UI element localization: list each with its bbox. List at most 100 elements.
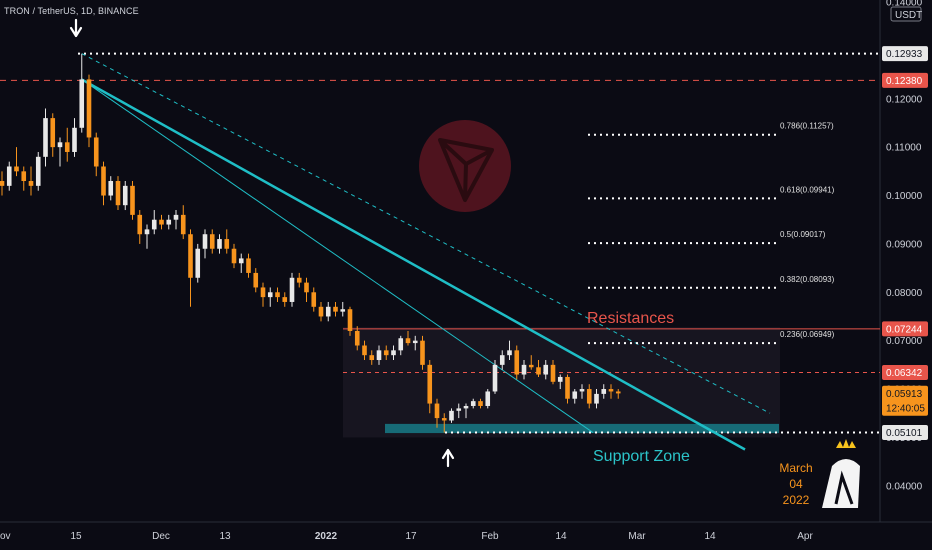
- candle: [115, 176, 121, 211]
- candle-body: [166, 219, 172, 225]
- candle-body: [391, 350, 396, 356]
- x-tick-label: 14: [555, 531, 567, 542]
- candle: [427, 360, 433, 414]
- candle: [507, 340, 512, 361]
- candle: [376, 345, 382, 365]
- candle-body: [275, 292, 280, 298]
- candle-body: [21, 171, 27, 182]
- candle: [492, 360, 498, 394]
- candle: [188, 229, 193, 307]
- candle: [572, 389, 578, 404]
- resistances-label: Resistances: [587, 310, 674, 327]
- candle-body: [615, 391, 621, 394]
- candle-body: [398, 338, 404, 351]
- date-note-date_line1: March: [779, 461, 812, 475]
- candle: [21, 166, 27, 191]
- candle: [289, 272, 295, 307]
- candle: [137, 210, 143, 244]
- candle: [0, 171, 5, 196]
- candle: [202, 229, 208, 259]
- candle: [441, 413, 447, 433]
- candle: [456, 403, 462, 419]
- candle: [586, 384, 592, 409]
- candle-body: [108, 181, 114, 196]
- fib-levels: 0.786(0.11257) 0.618(0.09941) 0.5(0.09017)…: [588, 122, 835, 345]
- candle-body: [485, 391, 491, 406]
- candle-body: [478, 401, 483, 406]
- candle: [195, 243, 201, 283]
- candle-body: [231, 248, 237, 264]
- candle: [6, 161, 12, 191]
- candle-body: [86, 79, 92, 138]
- candle-body: [420, 340, 425, 365]
- candle-body: [376, 350, 382, 361]
- support-zone-rect: [385, 423, 779, 434]
- candle-body: [159, 219, 164, 225]
- candle: [159, 214, 164, 230]
- candle-body: [93, 137, 99, 167]
- candle: [318, 301, 324, 322]
- price-label-resistance: 0.12380: [882, 72, 928, 88]
- down-arrow-icon: [69, 18, 83, 38]
- candle: [101, 161, 106, 206]
- candle-body: [238, 258, 244, 264]
- candle: [180, 205, 186, 240]
- x-tick-label: 15: [70, 531, 82, 542]
- candle: [173, 210, 179, 230]
- candle: [354, 326, 360, 351]
- candle: [536, 360, 541, 377]
- candle-body: [122, 185, 128, 206]
- candle: [398, 335, 404, 356]
- up-arrow-icon: [441, 448, 455, 468]
- candle-body: [572, 391, 578, 399]
- candle-body: [318, 306, 324, 317]
- candle: [93, 132, 99, 177]
- candle-body: [195, 248, 201, 278]
- candle: [601, 384, 607, 399]
- candle-body: [267, 292, 273, 298]
- candle-body: [463, 405, 469, 409]
- currency-label: USDT: [895, 10, 922, 21]
- candle-body: [470, 401, 476, 406]
- price-label-box: [882, 321, 928, 337]
- candle-body: [499, 355, 505, 365]
- candle-body: [514, 350, 520, 375]
- main-trendline: [81, 78, 746, 451]
- candle: [412, 335, 418, 351]
- x-tick-label: 13: [219, 531, 231, 542]
- fib-label: 0.618(0.09941): [780, 185, 835, 194]
- candle: [521, 360, 527, 380]
- candle: [470, 398, 476, 409]
- candle-body: [79, 79, 85, 128]
- price-label-level: 0.05101: [882, 425, 928, 441]
- consolidation-box: [343, 327, 780, 438]
- countdown-label: 12:40:05: [886, 403, 925, 414]
- annotations: Resistances Support Zone March 04 2022: [69, 18, 860, 508]
- candle: [253, 268, 259, 293]
- candle: [543, 360, 549, 380]
- candle: [72, 118, 77, 157]
- dashed-trendline: [81, 53, 771, 414]
- candle-body: [333, 306, 338, 312]
- candle-body: [217, 239, 222, 249]
- candle: [282, 292, 288, 307]
- price-label-text: 0.05913: [886, 389, 923, 400]
- y-tick-label: 0.07000: [886, 336, 923, 347]
- candle: [246, 253, 251, 278]
- candle: [340, 301, 346, 317]
- price-label-resistance: 0.07244: [882, 321, 928, 337]
- candle: [14, 147, 19, 177]
- candle-body: [550, 364, 556, 382]
- candle-body: [565, 376, 570, 399]
- fib-label: 0.786(0.11257): [780, 122, 834, 131]
- candle-body: [64, 142, 70, 152]
- candle-body: [557, 376, 563, 382]
- x-tick-label: 17: [405, 531, 417, 542]
- candle: [550, 360, 556, 385]
- candle: [347, 306, 353, 336]
- candle-body: [347, 309, 353, 331]
- candle: [463, 403, 469, 419]
- price-label-text: 0.12933: [886, 49, 923, 60]
